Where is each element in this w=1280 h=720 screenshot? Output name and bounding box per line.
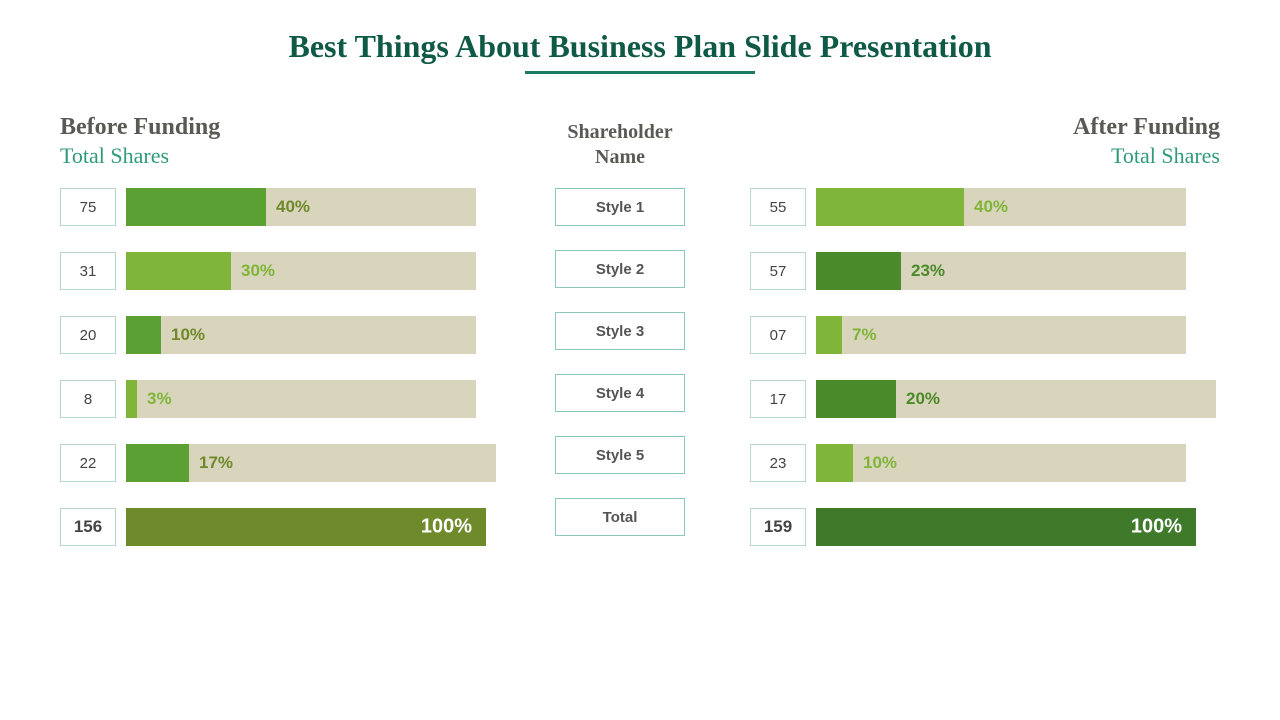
bar-row: 22 17%	[60, 443, 506, 483]
shareholder-column: ShareholderName Style 1Style 2Style 3Sty…	[530, 114, 710, 571]
bar-pct-label: 3%	[147, 389, 172, 409]
shareholder-items: Style 1 Style 2 Style 3 Style 4 Style 5 Total	[555, 188, 685, 560]
bar-fill	[816, 252, 901, 290]
bar: 40%	[126, 188, 476, 226]
bar-fill	[816, 188, 964, 226]
bar-row: 55 40%	[750, 187, 1226, 227]
bar-pct-label: 17%	[199, 453, 233, 473]
slide-title: Best Things About Business Plan Slide Pr…	[0, 0, 1280, 65]
bar: 100%	[816, 508, 1196, 546]
bar: 7%	[816, 316, 1186, 354]
shareholder-total-box: Total	[555, 498, 685, 536]
bar-fill	[816, 316, 842, 354]
share-count-box: 07	[750, 316, 806, 354]
bar-row: 57 23%	[750, 251, 1226, 291]
bar: 20%	[816, 380, 1216, 418]
bar: 10%	[126, 316, 476, 354]
bar: 10%	[816, 444, 1186, 482]
share-count-box: 23	[750, 444, 806, 482]
shareholder-heading: ShareholderName	[567, 120, 672, 170]
bar-track	[126, 380, 476, 418]
before-heading: Before Funding	[60, 114, 220, 141]
bar-pct-label: 30%	[241, 261, 275, 281]
bar-pct-label: 40%	[974, 197, 1008, 217]
bar-row: 75 40%	[60, 187, 506, 227]
bar-row: 07 7%	[750, 315, 1226, 355]
share-count-box: 31	[60, 252, 116, 290]
bar-pct-label: 10%	[171, 325, 205, 345]
after-funding-column: After Funding Total Shares 55 40% 57 23% 07 7…	[750, 114, 1220, 571]
bar: 100%	[126, 508, 486, 546]
share-count-box: 156	[60, 508, 116, 546]
share-count-box: 8	[60, 380, 116, 418]
bar-row-total: 159 100%	[750, 507, 1226, 547]
bar-pct-label: 20%	[906, 389, 940, 409]
before-subheading: Total Shares	[60, 143, 169, 169]
bar-pct-label: 100%	[1131, 516, 1182, 539]
shareholder-name-box: Style 1	[555, 188, 685, 226]
after-rows: 55 40% 57 23% 07 7% 17 20% 23 10% 159 100%	[750, 187, 1226, 571]
bar: 30%	[126, 252, 476, 290]
slide-title-text: Best Things About Business Plan Slide Pr…	[289, 28, 992, 64]
shareholder-name-box: Style 2	[555, 250, 685, 288]
bar-row: 31 30%	[60, 251, 506, 291]
share-count-box: 17	[750, 380, 806, 418]
bar-fill	[126, 188, 266, 226]
before-funding-column: Before Funding Total Shares 75 40% 31 30% 20…	[60, 114, 490, 571]
bar-row: 8 3%	[60, 379, 506, 419]
before-rows: 75 40% 31 30% 20 10% 8 3% 22 17% 156 100%	[60, 187, 506, 571]
bar: 3%	[126, 380, 476, 418]
content-area: Before Funding Total Shares 75 40% 31 30% 20…	[0, 74, 1280, 571]
share-count-box: 159	[750, 508, 806, 546]
shareholder-name-box: Style 3	[555, 312, 685, 350]
bar: 23%	[816, 252, 1186, 290]
bar-pct-label: 100%	[421, 516, 472, 539]
bar: 40%	[816, 188, 1186, 226]
bar-row: 17 20%	[750, 379, 1226, 419]
shareholder-name-box: Style 5	[555, 436, 685, 474]
share-count-box: 20	[60, 316, 116, 354]
bar-row-total: 156 100%	[60, 507, 506, 547]
bar: 17%	[126, 444, 496, 482]
bar-row: 20 10%	[60, 315, 506, 355]
bar-pct-label: 7%	[852, 325, 877, 345]
after-heading: After Funding	[1073, 114, 1220, 141]
bar-fill	[816, 444, 853, 482]
shareholder-name-box: Style 4	[555, 374, 685, 412]
bar-fill	[816, 380, 896, 418]
bar-pct-label: 10%	[863, 453, 897, 473]
share-count-box: 75	[60, 188, 116, 226]
bar-fill	[126, 316, 161, 354]
bar-fill	[126, 380, 137, 418]
after-subheading: Total Shares	[1073, 143, 1220, 169]
bar-pct-label: 40%	[276, 197, 310, 217]
bar-pct-label: 23%	[911, 261, 945, 281]
share-count-box: 55	[750, 188, 806, 226]
share-count-box: 57	[750, 252, 806, 290]
bar-row: 23 10%	[750, 443, 1226, 483]
bar-fill	[126, 444, 189, 482]
bar-fill	[126, 252, 231, 290]
share-count-box: 22	[60, 444, 116, 482]
